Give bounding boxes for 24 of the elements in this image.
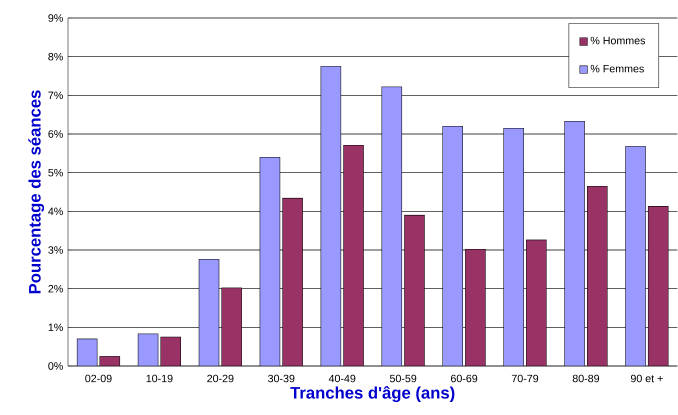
x-tick-label: 02-09 — [85, 374, 112, 382]
y-tick-label: 5% — [48, 168, 63, 176]
x-tick-label: 40-49 — [328, 374, 356, 382]
y-tick-label: 2% — [48, 284, 63, 292]
legend-label: % Hommes — [590, 36, 646, 44]
x-tick-label: 10-19 — [146, 374, 173, 382]
x-tick-label: 90 et + — [630, 374, 663, 382]
y-tick-label: 7% — [48, 92, 63, 100]
y-tick-label: 4% — [48, 208, 63, 216]
legend-label: % Femmes — [590, 64, 644, 72]
y-tick-label: 1% — [48, 324, 63, 332]
x-axis-title: Tranches d'âge (ans) — [290, 386, 454, 402]
x-tick-label: 20-29 — [207, 374, 234, 382]
y-tick-label: 6% — [48, 130, 63, 138]
x-tick-label: 30-39 — [268, 374, 294, 382]
y-tick-label: 8% — [48, 52, 63, 60]
y-tick-label: 3% — [48, 246, 63, 254]
x-tick-label: 60-69 — [450, 374, 478, 382]
x-tick-label: 70-79 — [512, 374, 538, 382]
x-tick-label: 80-89 — [572, 374, 600, 382]
y-axis-title: Pourcentage des séances — [28, 90, 44, 294]
y-tick-label: 9% — [48, 14, 63, 22]
x-tick-label: 50-59 — [390, 374, 416, 382]
y-tick-label: 0% — [48, 362, 63, 370]
